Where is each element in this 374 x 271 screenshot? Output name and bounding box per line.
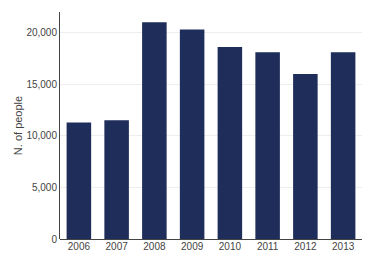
svg-text:20,000: 20,000	[26, 27, 57, 38]
svg-text:5,000: 5,000	[32, 182, 57, 193]
svg-text:2012: 2012	[294, 241, 317, 252]
svg-text:2013: 2013	[332, 241, 355, 252]
svg-text:10,000: 10,000	[26, 130, 57, 141]
svg-text:2008: 2008	[143, 241, 166, 252]
svg-text:15,000: 15,000	[26, 79, 57, 90]
svg-text:2006: 2006	[68, 241, 91, 252]
svg-text:2007: 2007	[106, 241, 129, 252]
svg-text:2010: 2010	[219, 241, 242, 252]
svg-text:0: 0	[51, 234, 57, 245]
svg-text:N. of people: N. of people	[12, 96, 24, 155]
svg-text:2011: 2011	[257, 241, 279, 252]
svg-text:2009: 2009	[181, 241, 204, 252]
